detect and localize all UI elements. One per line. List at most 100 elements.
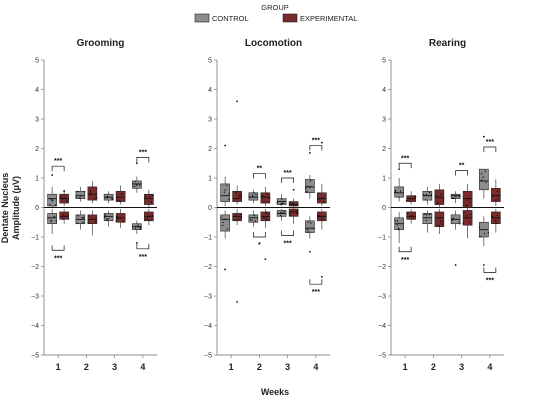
control-week4-neg-point: [478, 236, 481, 238]
experimental-week3-neg-point: [468, 220, 471, 223]
experimental-week4-neg-point: [495, 222, 498, 225]
outlier-point: [224, 144, 227, 147]
control-week3-neg-point: [279, 214, 282, 217]
y-tick-label: 4: [35, 87, 39, 94]
experimental-week4-neg-point: [146, 218, 148, 220]
panel-title: Grooming: [77, 38, 125, 49]
experimental-week1-pos-point: [61, 197, 63, 200]
y-tick-label: 1: [208, 176, 212, 183]
y-tick-label: 2: [208, 146, 212, 153]
experimental-week3-pos-point: [291, 202, 294, 205]
experimental-week1-pos-point: [238, 195, 240, 198]
significance-label: ***: [486, 277, 494, 284]
control-week4-pos-point: [485, 181, 487, 184]
experimental-week3-pos-point: [121, 193, 123, 196]
control-week2-pos-point: [430, 194, 432, 196]
experimental-week4-neg-point: [149, 219, 151, 222]
y-tick-label: −2: [204, 264, 212, 271]
experimental-week2-neg-point: [439, 220, 442, 223]
control-week3-neg-point: [103, 216, 106, 218]
x-tick-label: 3: [112, 362, 117, 372]
control-week1-neg-point: [396, 224, 398, 226]
control-week2-neg-point: [83, 217, 85, 219]
experimental-week2-pos-point: [89, 193, 91, 195]
control-week2-neg-point: [428, 213, 430, 216]
outlier-point: [236, 100, 239, 103]
significance-bracket: [483, 267, 497, 273]
control-week1-neg-point: [224, 218, 226, 220]
experimental-week1-pos-point: [408, 200, 411, 202]
experimental-week3-pos-point: [117, 199, 119, 201]
outlier-point: [236, 301, 239, 303]
control-week2-pos-point: [76, 190, 79, 193]
legend-label-control: CONTROL: [212, 14, 249, 23]
experimental-week3-pos-point: [295, 204, 297, 206]
control-week1-neg-point: [226, 228, 228, 230]
control-week1-pos-point: [49, 203, 51, 206]
y-tick-label: 0: [35, 205, 39, 212]
significance-label: ***: [284, 241, 292, 248]
control-week2-pos-box: [75, 190, 86, 199]
outlier-point: [482, 135, 485, 138]
control-week4-pos-point: [306, 185, 309, 188]
control-week4-neg-point: [139, 228, 142, 230]
experimental-week1-neg-point: [66, 215, 69, 217]
experimental-week1-pos-point: [405, 199, 408, 202]
y-tick-label: −1: [378, 235, 386, 242]
control-week2-pos-point: [255, 193, 257, 196]
control-week4-pos-point: [480, 179, 483, 181]
experimental-week2-pos-point: [261, 195, 264, 197]
experimental-week3-neg-point: [463, 212, 465, 214]
experimental-week1-pos-point: [413, 195, 416, 197]
control-week2-pos-point: [248, 196, 251, 198]
panel-title: Rearing: [429, 38, 466, 49]
panel-title: Locomotion: [245, 38, 302, 49]
control-week2-neg-point: [81, 216, 83, 219]
outlier-point: [320, 275, 323, 278]
y-tick-label: 5: [35, 58, 39, 65]
control-week1-pos-point: [54, 204, 57, 206]
experimental-week1-pos-point: [63, 197, 65, 199]
y-tick-label: 1: [382, 176, 386, 183]
control-week3-neg-point: [106, 218, 108, 220]
experimental-week3-pos-point: [116, 196, 118, 198]
control-week2-pos-point: [83, 191, 86, 193]
control-week1-pos-point: [399, 190, 402, 192]
control-week1-neg-point: [396, 220, 399, 222]
control-week4-pos-point: [480, 172, 483, 175]
control-week1-neg-point: [53, 215, 55, 218]
experimental-week2-neg-point: [441, 220, 443, 222]
experimental-week2-pos-point: [263, 201, 265, 204]
outlier-point: [308, 250, 311, 253]
control-week1-pos-point: [50, 198, 53, 200]
control-week4-pos-point: [304, 187, 307, 190]
control-week4-pos-point: [134, 180, 136, 182]
experimental-week4-neg-point: [144, 219, 146, 221]
experimental-week2-neg-point: [265, 217, 267, 220]
x-tick-label: 1: [403, 362, 408, 372]
outlier-point: [264, 258, 267, 261]
control-week3-pos-point: [279, 203, 282, 206]
significance-label: ***: [312, 289, 320, 296]
experimental-week2-pos-point: [96, 197, 98, 199]
experimental-week3-pos-point: [292, 203, 294, 206]
control-week3-neg-point: [459, 222, 461, 225]
experimental-week2-pos-point: [94, 197, 96, 199]
control-week4-neg-point: [313, 227, 315, 230]
experimental-week1-pos-point: [240, 195, 243, 197]
experimental-week4-pos-box: [144, 193, 154, 205]
control-week3-pos-point: [105, 196, 107, 199]
significance-label: ***: [401, 155, 409, 162]
control-week3-pos-point: [455, 195, 457, 198]
control-week3-neg-point: [279, 212, 282, 214]
experimental-week3-neg-point: [289, 215, 292, 217]
experimental-week1-pos-point: [60, 196, 62, 198]
experimental-week4-pos-point: [492, 195, 495, 197]
y-tick-label: 0: [208, 205, 212, 212]
control-week3-neg-point: [458, 220, 461, 223]
experimental-week1-neg-point: [235, 214, 238, 216]
legend-swatch-experimental: [282, 13, 298, 23]
control-week4-neg-point: [140, 226, 142, 229]
control-week3-neg-point: [283, 210, 285, 213]
experimental-week2-neg-point: [266, 213, 268, 215]
